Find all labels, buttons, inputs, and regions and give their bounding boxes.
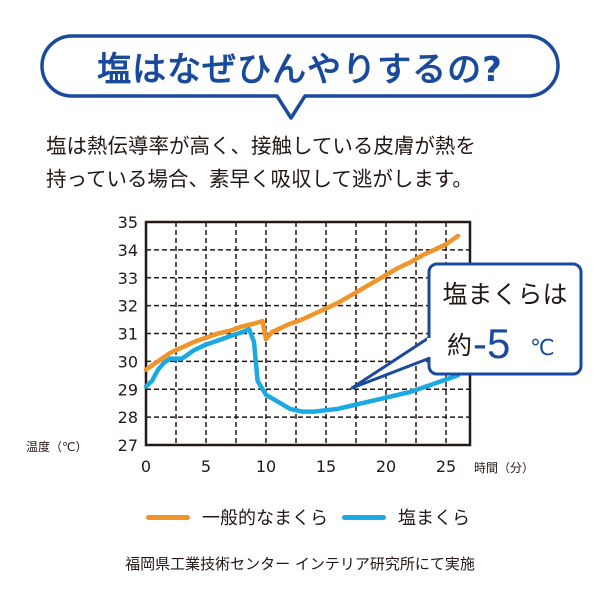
y-tick-label: 28 [118, 408, 138, 427]
chart-series [143, 233, 461, 414]
x-axis-label: 時間（分） [474, 461, 534, 475]
x-tick-label: 25 [436, 457, 456, 476]
y-tick-label: 33 [118, 269, 138, 288]
y-tick-label: 30 [118, 352, 138, 371]
callout: 塩まくらは 約 -5 ℃ [350, 262, 583, 390]
legend-swatch-salt [342, 514, 386, 520]
x-tick-label: 20 [376, 457, 396, 476]
page-title: 塩はなぜひんやりするの? [97, 49, 503, 90]
series-line-salt [143, 327, 461, 414]
callout-prefix: 約 [447, 331, 472, 360]
legend-swatch-ordinary [146, 514, 190, 520]
title-bubble [40, 34, 560, 120]
x-tick-label: 15 [316, 457, 336, 476]
series-line-ordinary [143, 233, 461, 372]
source-note: 福岡県工業技術センター インテリア研究所にて実施 [125, 555, 475, 573]
x-tick-label: 0 [141, 457, 151, 476]
description-line-1: 塩は熱伝導率が高く、接触している皮膚が熱を [46, 134, 476, 158]
y-tick-label: 31 [118, 325, 138, 344]
legend-label-ordinary: 一般的なまくら [202, 508, 328, 529]
callout-box [427, 262, 583, 376]
chart-legend: 一般的なまくら 塩まくら [0, 504, 600, 532]
y-tick-label: 34 [118, 241, 138, 260]
description: 塩は熱伝導率が高く、接触している皮膚が熱を 持っている場合、素早く吸収して逃がし… [46, 130, 586, 196]
callout-unit: ℃ [530, 336, 555, 361]
callout-line-1: 塩まくらは [442, 280, 567, 309]
callout-value: -5 [473, 320, 510, 367]
legend-item-salt: 塩まくら [342, 504, 470, 530]
x-tick-label: 10 [256, 457, 276, 476]
temperature-chart: 27 28 29 30 31 32 33 34 35 0 5 10 15 20 25 温度（℃） 時間（分） 塩… [26, 213, 583, 476]
legend-item-ordinary: 一般的なまくら [146, 504, 328, 530]
y-tick-label: 32 [118, 297, 138, 316]
chart-axis-labels: 27 28 29 30 31 32 33 34 35 0 5 10 15 20 25 温度（℃） 時間（分） [26, 213, 534, 476]
callout-pointer [350, 335, 432, 390]
y-tick-label: 29 [118, 380, 138, 399]
chart-grid [144, 220, 472, 447]
title-bubble-shape [40, 34, 560, 120]
description-line-2: 持っている場合、素早く吸収して逃がします。 [46, 167, 473, 191]
y-tick-label: 35 [118, 213, 138, 232]
legend-label-salt: 塩まくら [398, 508, 470, 529]
x-tick-label: 5 [201, 457, 211, 476]
y-axis-label: 温度（℃） [26, 439, 87, 454]
y-tick-label: 27 [118, 436, 138, 455]
